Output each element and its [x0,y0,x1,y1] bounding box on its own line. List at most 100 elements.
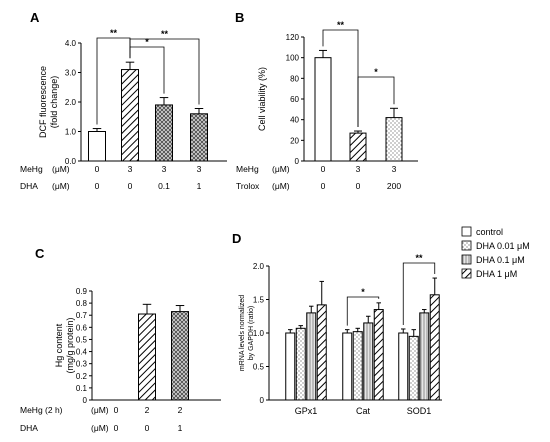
panel-letter: A [30,10,40,25]
condition-label: DHA [20,423,38,433]
significance-label: * [361,287,365,297]
y-tick-label: 0.4 [76,348,88,357]
condition-value: 3 [392,164,397,174]
y-tick-label: 0.8 [76,299,88,308]
significance-label: ** [161,29,169,39]
legend-swatch [461,254,472,265]
legend-swatch [461,226,472,237]
data-bar [88,131,106,162]
y-axis-label: by GAPDH (ratio) [248,306,255,360]
condition-value: 0 [145,423,150,433]
data-bar [121,69,139,162]
data-bar [190,113,208,162]
y-tick-label: 60 [290,95,299,104]
significance-bracket [346,296,380,326]
condition-value: 3 [197,164,202,174]
condition-value: 3 [128,164,133,174]
x-category-label: Cat [356,406,371,416]
x-category-label: GPx1 [295,406,318,416]
condition-unit: (μM) [91,423,109,433]
condition-value: 3 [162,164,167,174]
condition-value: 1 [197,181,202,191]
significance-label: ** [415,253,423,263]
data-bar [352,331,363,401]
condition-value: 0 [356,181,361,191]
significance-label: * [145,37,149,47]
y-tick-label: 1.5 [253,296,265,305]
significance-bracket [129,38,200,105]
legend-swatch [461,240,472,251]
condition-value: 3 [356,164,361,174]
data-bar [138,313,156,401]
significance-label: ** [110,28,118,38]
y-tick-label: 0.1 [76,384,88,393]
y-tick-label: 0.6 [76,323,88,332]
significance-bracket [357,76,395,128]
data-bar [342,332,353,401]
data-bar [349,132,367,162]
data-bar [306,312,317,401]
condition-unit: (μM) [52,181,70,191]
data-bar [398,332,409,401]
data-bar [363,322,374,401]
condition-value: 200 [387,181,401,191]
condition-value: 0 [321,164,326,174]
data-bar [385,117,403,162]
condition-value: 2 [178,405,183,415]
condition-label: DHA [20,181,38,191]
y-axis-label: (mg/g protein) [65,317,75,373]
y-tick-label: 0.7 [76,311,88,320]
data-bar [316,304,327,401]
condition-unit: (μM) [52,164,70,174]
data-bar [419,312,430,401]
condition-unit: (μM) [272,181,290,191]
data-bar [171,311,189,401]
y-tick-label: 0.3 [76,360,88,369]
panel-letter: B [235,10,244,25]
legend-label: DHA 1 μM [476,269,517,279]
condition-unit: (μM) [91,405,109,415]
y-tick-label: 2.0 [253,262,265,271]
y-tick-label: 0.9 [76,287,88,296]
data-bar [373,309,384,401]
condition-value: 2 [145,405,150,415]
data-bar [285,332,296,401]
y-tick-label: 1.0 [253,329,265,338]
y-tick-label: 0.0 [65,157,77,166]
y-axis-label: Cell viability (%) [257,67,267,131]
data-bar [295,327,306,401]
legend-swatch [461,268,472,279]
condition-value: 1 [178,423,183,433]
legend-label: control [476,227,503,237]
condition-value: 0.1 [158,181,170,191]
condition-label: MeHg [20,164,43,174]
y-axis-label: (fold change) [49,76,59,129]
y-tick-label: 3.0 [65,69,77,78]
data-bar [314,57,332,162]
y-tick-label: 120 [286,33,300,42]
y-tick-label: 0 [83,396,88,405]
y-tick-label: 1.0 [65,128,77,137]
legend-label: DHA 0.01 μM [476,241,530,251]
condition-value: 0 [95,181,100,191]
condition-label: MeHg (2 h) [20,405,63,415]
y-tick-label: 0 [295,157,300,166]
x-category-label: SOD1 [407,406,432,416]
condition-label: Trolox [236,181,260,191]
y-tick-label: 0.5 [76,335,88,344]
y-tick-label: 0.2 [76,372,88,381]
panel-letter: C [35,246,45,261]
condition-value: 0 [321,181,326,191]
significance-label: ** [337,20,345,30]
y-axis-label: DCF fluorescence [38,66,48,138]
legend-label: DHA 0.1 μM [476,255,525,265]
data-bar [408,335,419,401]
condition-value: 0 [114,405,119,415]
y-tick-label: 2.0 [65,98,77,107]
y-tick-label: 40 [290,116,299,125]
condition-unit: (μM) [272,164,290,174]
condition-value: 0 [95,164,100,174]
y-axis-label: Hg content [54,323,64,367]
y-tick-label: 20 [290,136,299,145]
